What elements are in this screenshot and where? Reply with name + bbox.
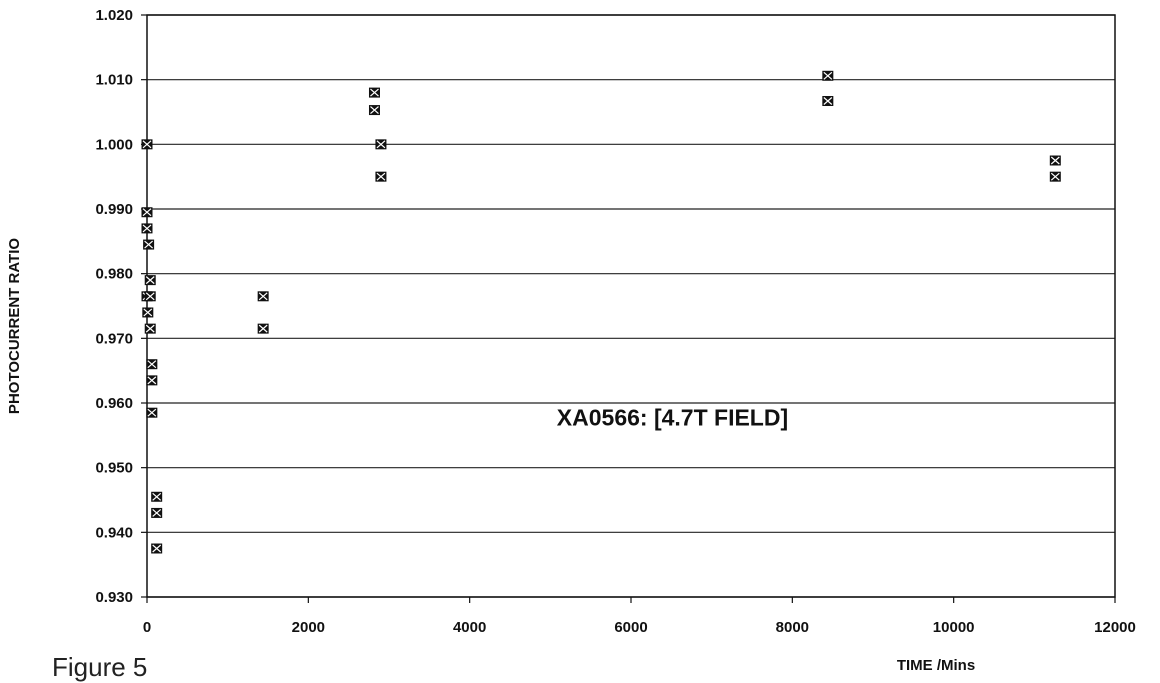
data-point-cross: [145, 276, 155, 285]
data-point: [375, 139, 387, 150]
y-tick-label: 0.990: [95, 201, 133, 218]
x-tick-label: 2000: [292, 619, 325, 636]
data-point: [257, 323, 269, 334]
data-point-cross: [145, 292, 155, 301]
chart-annotation: XA0566: [4.7T FIELD]: [557, 405, 788, 431]
data-point-cross: [147, 360, 157, 369]
y-tick-label: 0.940: [95, 524, 133, 541]
data-point-cross: [1050, 172, 1060, 181]
data-point-cross: [143, 308, 153, 317]
data-point: [822, 96, 834, 107]
data-point-cross: [147, 408, 157, 417]
data-point-cross: [1050, 156, 1060, 165]
x-tick-label: 8000: [776, 619, 809, 636]
data-point-cross: [145, 324, 155, 333]
data-point: [1049, 171, 1061, 182]
data-point: [368, 87, 380, 98]
data-point-cross: [152, 508, 162, 517]
data-point: [146, 407, 158, 418]
data-point-cross: [258, 324, 268, 333]
data-point: [141, 207, 153, 218]
data-point-cross: [152, 544, 162, 553]
data-point-cross: [823, 97, 833, 105]
x-tick-label: 12000: [1094, 619, 1136, 636]
data-point: [1049, 155, 1061, 166]
data-point: [368, 105, 380, 116]
data-point: [144, 291, 156, 302]
data-point: [151, 507, 163, 518]
x-tick-label: 0: [143, 619, 151, 636]
y-tick-label: 1.020: [95, 7, 133, 24]
x-axis-title: TIME /Mins: [897, 657, 975, 674]
data-point: [144, 323, 156, 334]
data-point-cross: [142, 224, 152, 233]
figure-label: Figure 5: [52, 652, 148, 682]
data-point-cross: [142, 140, 152, 149]
data-point: [151, 543, 163, 554]
data-point: [146, 359, 158, 370]
x-tick-label: 4000: [453, 619, 486, 636]
data-point-cross: [152, 492, 162, 501]
data-point: [141, 139, 153, 150]
data-point: [144, 275, 156, 286]
data-point: [141, 223, 153, 234]
y-tick-label: 1.010: [95, 72, 133, 89]
y-axis-title: PHOTOCURRENT RATIO: [6, 238, 23, 414]
y-tick-label: 0.960: [95, 395, 133, 412]
data-point: [142, 307, 154, 318]
data-point-cross: [144, 240, 154, 249]
grid-layer: [147, 14, 1115, 598]
data-point: [375, 171, 387, 182]
y-tick-label: 0.980: [95, 266, 133, 283]
data-point: [257, 291, 269, 302]
data-point-cross: [376, 140, 386, 149]
data-point-cross: [370, 106, 379, 115]
plot-area: [146, 14, 1116, 598]
y-tick-label: 0.970: [95, 330, 133, 347]
data-points: [141, 70, 1061, 554]
y-tick-label: 0.930: [95, 589, 133, 606]
data-point-cross: [147, 376, 157, 385]
x-tick-label: 6000: [614, 619, 647, 636]
data-point: [143, 239, 155, 250]
data-point: [822, 70, 834, 81]
data-point-cross: [376, 172, 386, 181]
data-point-cross: [142, 208, 152, 217]
data-point: [151, 491, 163, 502]
data-point-cross: [258, 292, 268, 301]
data-point-cross: [370, 88, 379, 97]
y-axis-ticks: 0.930 0.940 0.950 0.960 0.970 0.980 0.990 1.000…: [95, 7, 147, 606]
y-tick-label: 0.950: [95, 460, 133, 477]
x-axis-ticks: 0 2000 4000 6000 8000 10000 12000: [143, 597, 1136, 636]
x-tick-label: 10000: [933, 619, 975, 636]
y-tick-label: 1.000: [95, 136, 133, 153]
data-point-cross: [823, 71, 833, 80]
data-point: [146, 375, 158, 386]
